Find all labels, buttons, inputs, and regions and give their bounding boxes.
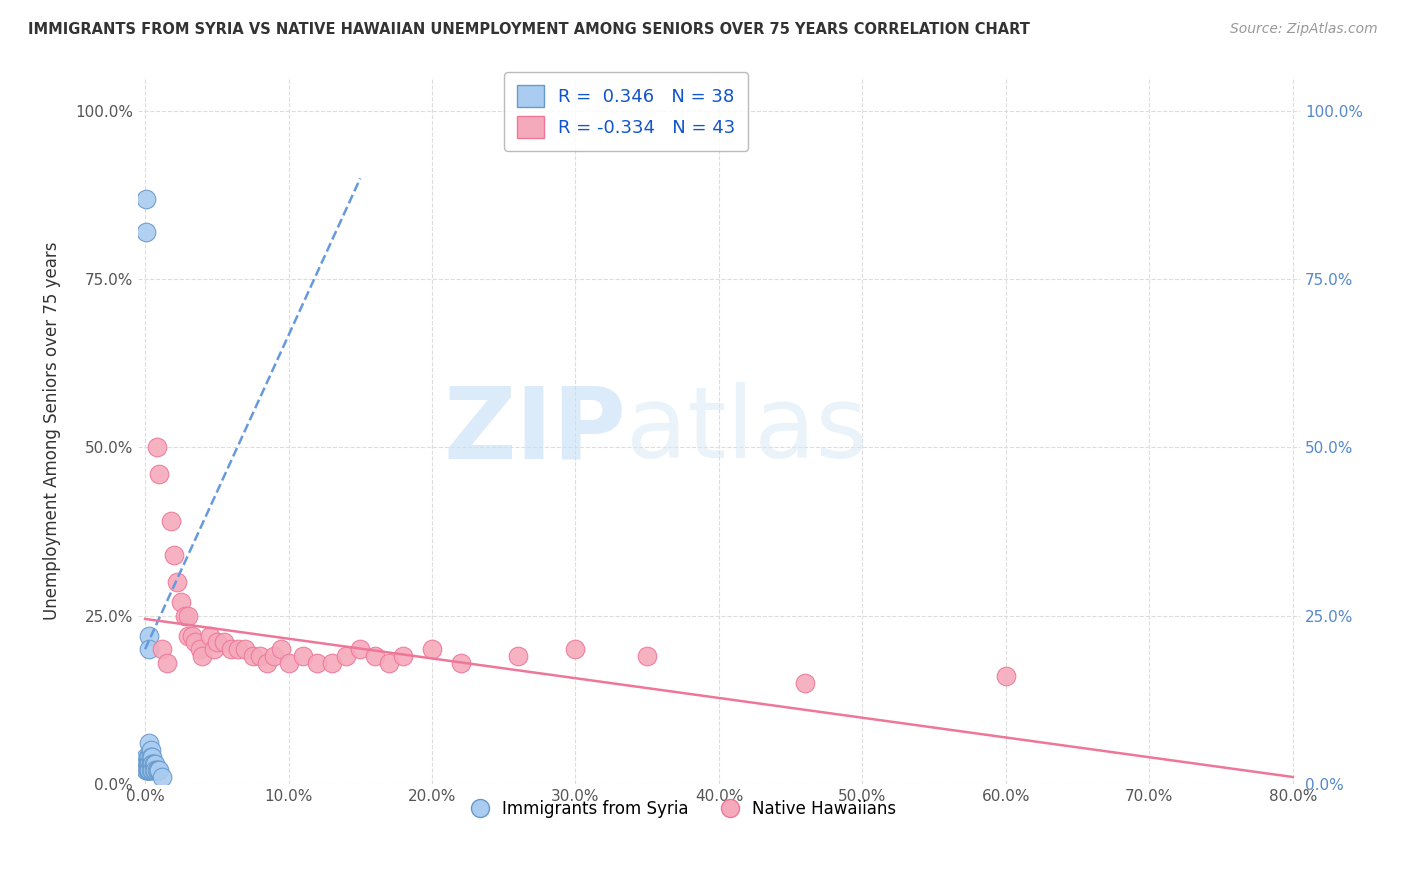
Point [142,764,165,778]
Point [506,648,529,663]
Point [135,192,157,206]
Point [142,756,165,771]
Point [150,642,173,657]
Point [378,656,401,670]
Point [307,656,329,670]
Point [150,770,173,784]
Point [177,608,200,623]
Point [135,756,157,771]
Point [138,756,160,771]
Point [136,764,159,778]
Y-axis label: Unemployment Among Seniors over 75 years: Unemployment Among Seniors over 75 years [44,242,60,620]
Point [249,648,271,663]
Point [212,635,235,649]
Point [335,648,357,663]
Point [636,648,658,663]
Point [135,764,157,778]
Point [136,749,159,764]
Point [202,642,225,657]
Point [191,648,214,663]
Point [270,642,292,657]
Point [392,648,415,663]
Point [450,656,472,670]
Point [235,642,257,657]
Text: ZIP: ZIP [443,382,626,479]
Point [148,467,170,482]
Point [143,764,166,778]
Point [181,629,204,643]
Point [141,756,163,771]
Point [321,656,343,670]
Point [198,629,221,643]
Point [145,764,167,778]
Point [141,756,163,771]
Point [141,749,163,764]
Point [139,743,162,757]
Point [135,225,157,239]
Point [166,574,188,589]
Point [794,676,817,690]
Point [170,595,193,609]
Point [994,669,1017,683]
Point [143,756,166,771]
Point [136,764,159,778]
Point [242,648,264,663]
Point [256,656,278,670]
Point [420,642,443,657]
Point [139,749,162,764]
Point [155,656,177,670]
Point [363,648,385,663]
Point [145,441,167,455]
Point [226,642,249,657]
Point [136,756,159,771]
Point [174,608,197,623]
Point [139,756,162,771]
Point [136,764,159,778]
Legend: Immigrants from Syria, Native Hawaiians: Immigrants from Syria, Native Hawaiians [465,794,903,825]
Point [138,736,160,750]
Point [205,635,228,649]
Point [277,656,299,670]
Point [263,648,285,663]
Point [139,756,162,771]
Point [564,642,586,657]
Point [135,756,157,771]
Point [135,749,157,764]
Text: IMMIGRANTS FROM SYRIA VS NATIVE HAWAIIAN UNEMPLOYMENT AMONG SENIORS OVER 75 YEAR: IMMIGRANTS FROM SYRIA VS NATIVE HAWAIIAN… [28,22,1031,37]
Point [138,764,160,778]
Point [188,642,211,657]
Point [146,764,169,778]
Point [349,642,371,657]
Point [148,764,170,778]
Point [136,756,159,771]
Point [160,515,183,529]
Point [138,756,160,771]
Point [219,642,242,657]
Text: Source: ZipAtlas.com: Source: ZipAtlas.com [1230,22,1378,37]
Point [138,642,160,657]
Point [163,548,186,562]
Point [138,629,160,643]
Point [139,764,162,778]
Point [135,764,157,778]
Text: atlas: atlas [626,382,868,479]
Point [141,764,163,778]
Point [291,648,314,663]
Point [138,764,160,778]
Point [138,749,160,764]
Point [184,635,207,649]
Point [177,629,200,643]
